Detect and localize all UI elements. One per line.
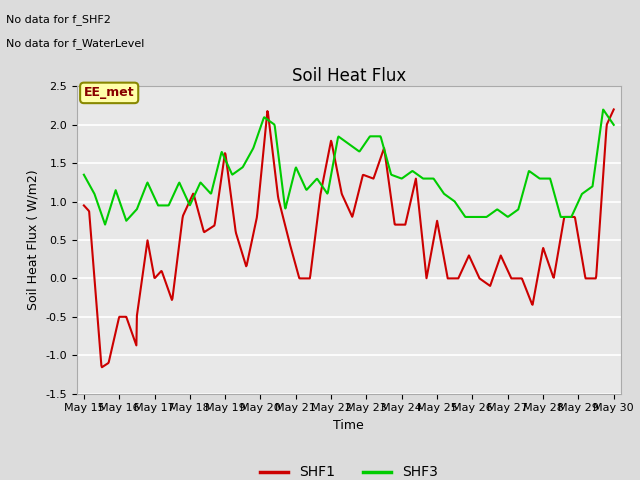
Y-axis label: Soil Heat Flux ( W/m2): Soil Heat Flux ( W/m2) bbox=[27, 170, 40, 310]
Text: No data for f_WaterLevel: No data for f_WaterLevel bbox=[6, 38, 145, 49]
Title: Soil Heat Flux: Soil Heat Flux bbox=[292, 67, 406, 85]
Text: EE_met: EE_met bbox=[84, 86, 134, 99]
Text: No data for f_SHF2: No data for f_SHF2 bbox=[6, 14, 111, 25]
X-axis label: Time: Time bbox=[333, 419, 364, 432]
Legend: SHF1, SHF3: SHF1, SHF3 bbox=[255, 460, 443, 480]
